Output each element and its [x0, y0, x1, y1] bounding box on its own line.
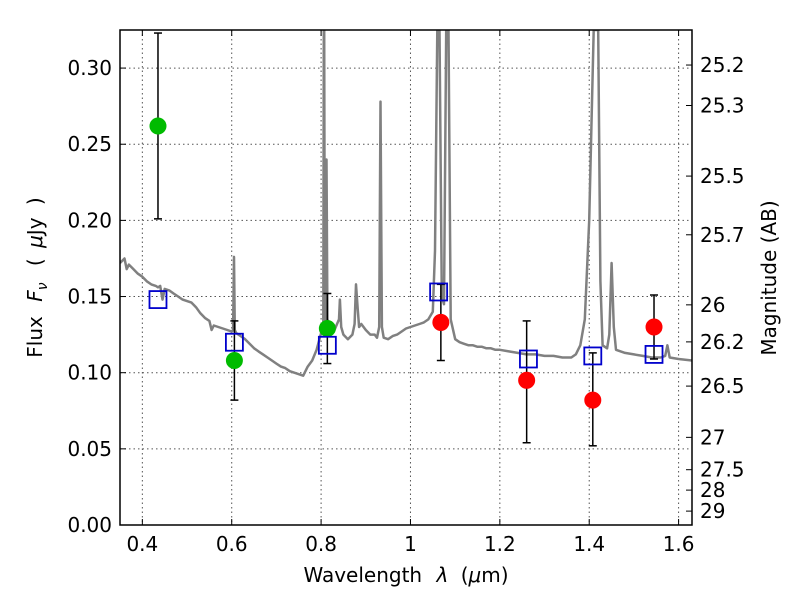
y-axis-label-unit-close: ) [23, 197, 47, 205]
model-photometry-point [429, 282, 449, 302]
right-tick-label: 26.5 [700, 374, 745, 398]
y-tick-label: 0.15 [67, 285, 112, 309]
x-tick-label: 0.4 [126, 532, 158, 556]
right-tick-label: 25.2 [700, 53, 745, 77]
observed-green-point [318, 320, 336, 338]
right-tick-label: 25.3 [700, 94, 745, 118]
x-axis-label-unit-rest: m) [481, 563, 508, 587]
right-tick-label: 26.2 [700, 330, 745, 354]
right-tick-label: 27.5 [700, 458, 745, 482]
x-axis-label-prefix: Wavelength [303, 563, 422, 587]
x-axis-label: Wavelength λ (μm) [303, 563, 508, 587]
observed-green-point [225, 352, 243, 370]
right-tick-label: 25.5 [700, 164, 745, 188]
observed-red-point [518, 371, 536, 389]
right-tick-label: 27 [700, 425, 725, 449]
right-tick-label: 29 [700, 499, 725, 523]
y-axis-label-unit-rest: Jy [23, 217, 47, 237]
x-axis-label-symbol: λ [435, 563, 448, 587]
right-tick-label: 28 [700, 478, 725, 502]
model-spectrum-layer [120, 30, 692, 377]
plot-frame [119, 29, 693, 526]
model-photometry-point [317, 335, 337, 355]
y-axis-label-unit-mu: μ [23, 235, 47, 249]
y-tick-label: 0.05 [67, 437, 112, 461]
y-tick-label: 0.10 [67, 361, 112, 385]
model-photometry-point [583, 346, 603, 366]
observed-red-point [645, 318, 663, 336]
x-tick-label: 0.8 [305, 532, 337, 556]
x-tick-label: 1.6 [663, 532, 695, 556]
y-axis-label-unit-open: ( [23, 258, 47, 266]
model-photometry-point [148, 290, 168, 309]
right-axis-label: Magnitude (AB) [757, 200, 781, 355]
y-axis-label: Flux Fν ( μJy ) [23, 197, 52, 357]
observed-red-point [432, 313, 450, 331]
data-markers-layer [148, 32, 664, 447]
model-spectrum-line [120, 30, 692, 377]
x-tick-label: 1.4 [573, 532, 605, 556]
model-photometry-point [519, 349, 538, 369]
ticks: 0.4 0.6 0.8 1 1.2 1.4 1.6 0.00 0.05 0.10 0.15 0.20 0… [67, 30, 745, 556]
model-photometry-point [644, 345, 664, 364]
y-tick-label: 0.00 [67, 513, 112, 537]
grid [120, 30, 692, 525]
y-tick-label: 0.25 [67, 132, 112, 156]
right-tick-label: 26 [700, 293, 725, 317]
y-axis-label-prefix: Flux [23, 316, 47, 358]
x-axis-label-unit-open: ( [461, 563, 469, 587]
right-tick-label: 25.7 [700, 223, 745, 247]
model-photometry-point [224, 332, 244, 352]
y-axis-label-symbol: F [23, 290, 47, 302]
y-tick-label: 0.20 [67, 208, 112, 232]
x-tick-label: 1.2 [484, 532, 516, 556]
x-axis-label-unit-mu: μ [468, 563, 482, 587]
x-tick-label: 0.6 [216, 532, 248, 556]
y-axis-label-subscript: ν [35, 282, 51, 290]
y-tick-label: 0.30 [67, 56, 112, 80]
observed-red-point [584, 391, 602, 409]
x-tick-label: 1 [404, 532, 417, 556]
observed-green-point [149, 117, 167, 135]
